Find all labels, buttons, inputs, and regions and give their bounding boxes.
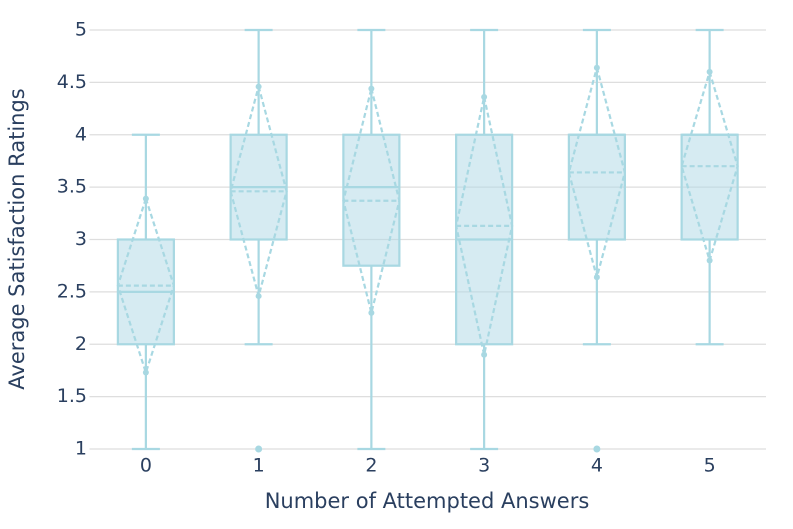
y-tick-label: 3 — [75, 228, 87, 250]
y-tick-label: 3.5 — [57, 176, 87, 198]
x-tick-label: 0 — [140, 455, 152, 477]
x-tick-label: 1 — [253, 455, 265, 477]
sd-end — [706, 257, 713, 264]
sd-diamond — [342, 88, 401, 314]
y-tick-label: 4 — [75, 123, 87, 145]
sd-end — [481, 94, 488, 101]
sd-end — [593, 64, 600, 71]
y-tick-label: 2 — [75, 333, 87, 355]
sd-end — [593, 274, 600, 281]
x-axis-title: Number of Attempted Answers — [265, 489, 590, 513]
sd-end — [706, 68, 713, 75]
y-tick-label: 4.5 — [57, 71, 87, 93]
y-tick-label: 1 — [75, 438, 87, 460]
y-axis-title: Average Satisfaction Ratings — [5, 88, 29, 389]
x-tick-label: 5 — [704, 455, 716, 477]
sd-end — [255, 83, 262, 90]
outlier — [593, 445, 601, 453]
box — [680, 133, 739, 241]
x-tick-label: 4 — [591, 455, 603, 477]
y-tick-label: 5 — [75, 19, 87, 41]
sd-diamond — [116, 195, 176, 377]
sd-end — [142, 195, 149, 202]
sd-end — [368, 309, 375, 316]
sd-end — [142, 369, 149, 376]
sd-end — [255, 293, 262, 300]
x-tick-label: 3 — [478, 455, 490, 477]
sd-end — [368, 85, 375, 92]
y-tick-label: 1.5 — [57, 385, 87, 407]
box — [567, 133, 626, 241]
outlier — [255, 445, 263, 453]
x-tick-label: 2 — [365, 455, 377, 477]
y-tick-label: 2.5 — [57, 280, 87, 302]
sd-end — [481, 351, 488, 358]
